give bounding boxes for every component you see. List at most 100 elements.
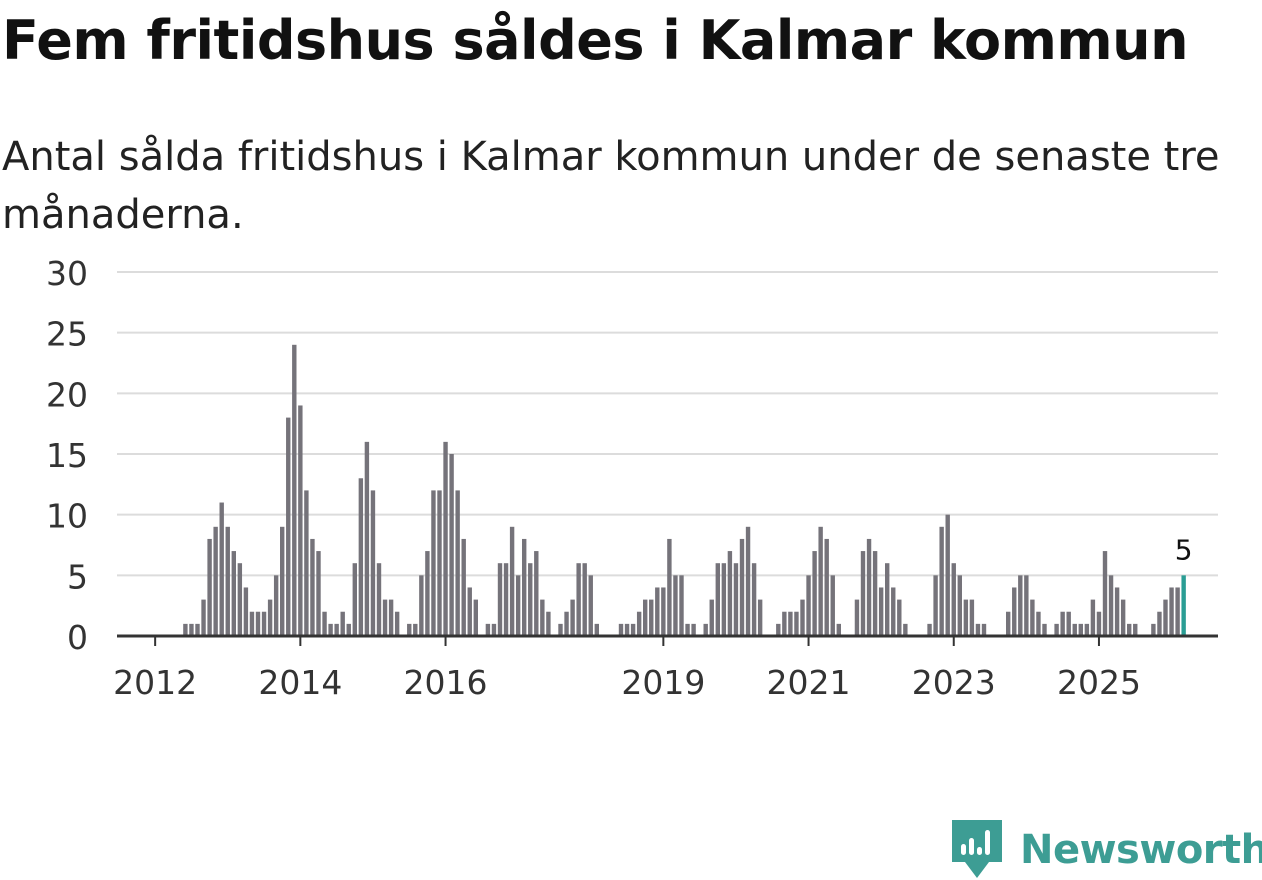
bar bbox=[800, 599, 805, 636]
bar bbox=[316, 551, 321, 636]
bar bbox=[812, 551, 817, 636]
bar bbox=[328, 623, 333, 636]
bar bbox=[878, 587, 884, 636]
bar bbox=[727, 551, 733, 636]
bar bbox=[540, 599, 545, 636]
bar bbox=[280, 526, 285, 636]
bar bbox=[503, 563, 509, 636]
bar bbox=[630, 623, 636, 636]
bar bbox=[830, 575, 835, 636]
bar bbox=[213, 526, 218, 636]
bar bbox=[927, 623, 932, 636]
bar bbox=[975, 623, 981, 636]
bar bbox=[237, 563, 243, 636]
bar bbox=[685, 623, 690, 636]
bar bbox=[249, 611, 255, 636]
y-tick-label: 30 bbox=[46, 254, 88, 293]
bar bbox=[594, 623, 599, 636]
bar bbox=[243, 587, 249, 636]
bar bbox=[1175, 587, 1180, 636]
bar bbox=[1072, 623, 1077, 636]
y-tick-label: 25 bbox=[46, 315, 88, 354]
bar bbox=[1169, 587, 1174, 636]
bar bbox=[945, 514, 950, 636]
bar bbox=[1006, 611, 1011, 636]
bar bbox=[618, 623, 624, 636]
bar bbox=[497, 563, 503, 636]
bar bbox=[388, 599, 394, 636]
bar bbox=[528, 563, 533, 636]
bar bbox=[407, 623, 412, 636]
bar bbox=[1163, 599, 1168, 636]
bar bbox=[1060, 611, 1065, 636]
bar bbox=[461, 538, 466, 636]
bar bbox=[733, 563, 739, 636]
bar bbox=[1120, 599, 1126, 636]
bar bbox=[661, 587, 666, 636]
bar bbox=[522, 538, 527, 636]
bar bbox=[358, 478, 364, 636]
bar bbox=[491, 623, 497, 636]
highlight-value-label: 5 bbox=[1175, 533, 1193, 566]
bar bbox=[933, 575, 938, 636]
bar bbox=[352, 563, 357, 636]
bar bbox=[509, 526, 515, 636]
bar bbox=[794, 611, 799, 636]
bar bbox=[866, 538, 872, 636]
bar bbox=[455, 490, 460, 636]
bar bbox=[340, 611, 345, 636]
bar bbox=[1066, 611, 1071, 636]
bar bbox=[558, 623, 563, 636]
bar bbox=[201, 599, 206, 636]
bar bbox=[963, 599, 969, 636]
bar bbox=[721, 563, 727, 636]
bar bbox=[691, 623, 696, 636]
bar bbox=[570, 599, 575, 636]
x-tick-label: 2021 bbox=[767, 663, 851, 702]
bar bbox=[425, 551, 430, 636]
bar bbox=[891, 587, 896, 636]
y-tick-label: 10 bbox=[46, 497, 88, 536]
bar bbox=[219, 502, 224, 636]
bar bbox=[1090, 599, 1096, 636]
chart-subtitle: Antal sålda fritidshus i Kalmar kommun u… bbox=[2, 134, 1220, 238]
y-tick-label: 0 bbox=[67, 618, 88, 657]
bar bbox=[1151, 623, 1156, 636]
bar bbox=[413, 623, 418, 636]
bar bbox=[951, 563, 956, 636]
bar bbox=[897, 599, 902, 636]
bar bbox=[1078, 623, 1083, 636]
bar bbox=[1096, 611, 1102, 636]
bar bbox=[981, 623, 987, 636]
bar bbox=[473, 599, 478, 636]
bar bbox=[824, 538, 829, 636]
bar bbox=[292, 344, 297, 636]
x-tick-label: 2012 bbox=[113, 663, 197, 702]
bar bbox=[667, 538, 672, 636]
bar bbox=[1024, 575, 1029, 636]
bar bbox=[183, 623, 188, 636]
bar bbox=[854, 599, 860, 636]
bar bbox=[715, 563, 720, 636]
bar bbox=[806, 575, 811, 636]
bar bbox=[649, 599, 654, 636]
bar bbox=[788, 611, 793, 636]
bar bbox=[1114, 587, 1120, 636]
bar bbox=[1018, 575, 1023, 636]
bar bbox=[1133, 623, 1138, 636]
bar bbox=[467, 587, 472, 636]
bar bbox=[739, 538, 745, 636]
bar bbox=[261, 611, 267, 636]
bar bbox=[776, 623, 781, 636]
bar bbox=[1108, 575, 1114, 636]
bar bbox=[304, 490, 309, 636]
newsworthy-logo-icon bbox=[952, 820, 1002, 878]
bar bbox=[437, 490, 442, 636]
bar bbox=[564, 611, 569, 636]
bar bbox=[515, 575, 521, 636]
bar bbox=[782, 611, 787, 636]
y-tick-label: 20 bbox=[46, 375, 88, 414]
bar bbox=[334, 623, 339, 636]
bar bbox=[370, 490, 376, 636]
bar bbox=[346, 623, 351, 636]
